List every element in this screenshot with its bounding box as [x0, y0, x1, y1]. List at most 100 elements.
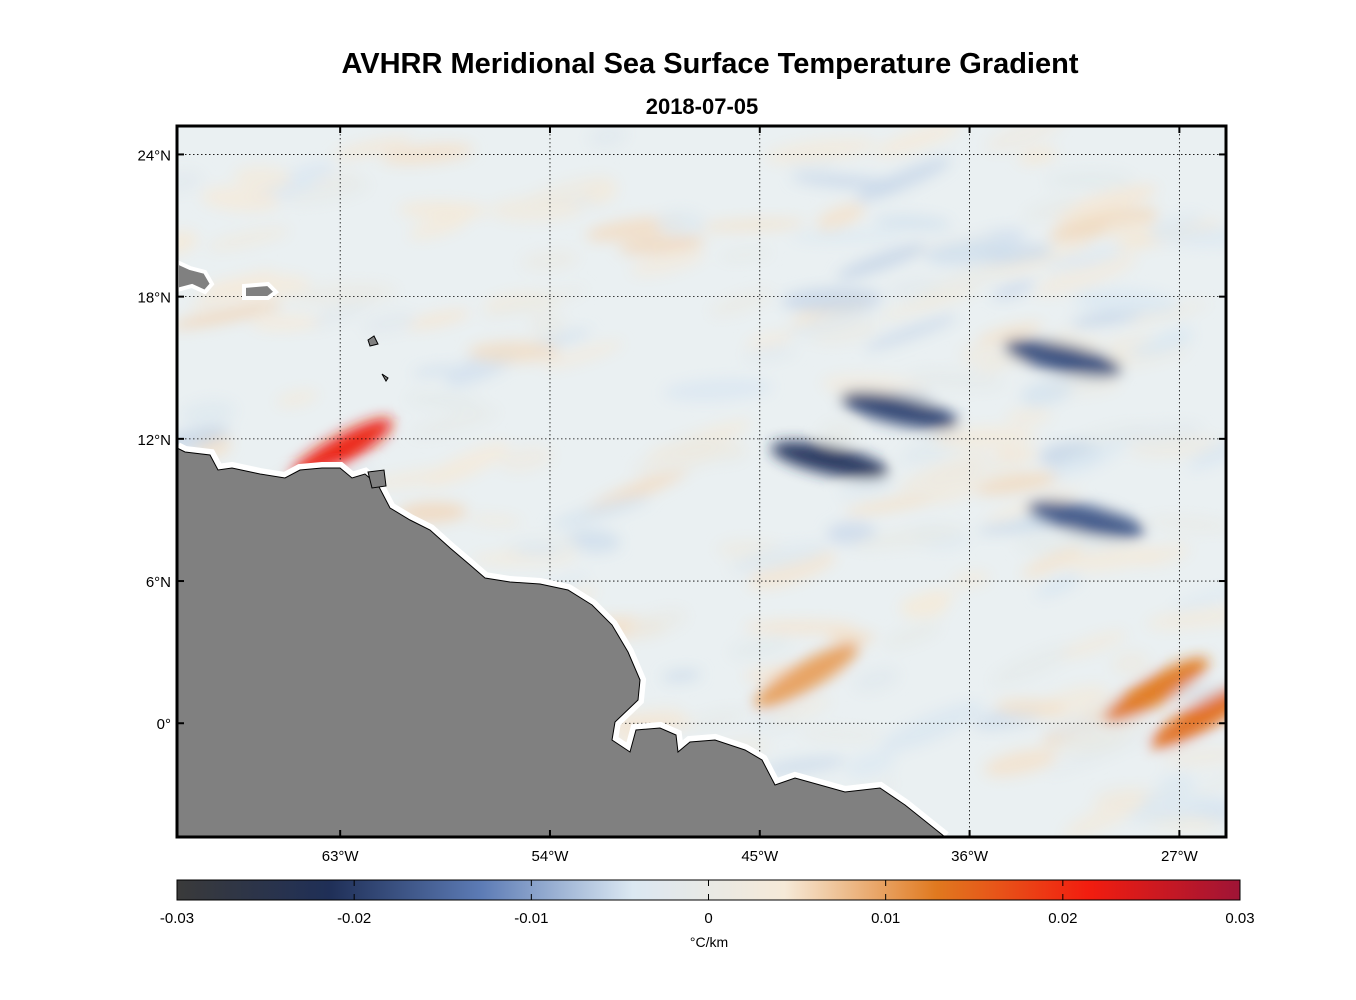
- gradient-texture-mark: [1163, 745, 1226, 769]
- gradient-texture-mark: [872, 214, 952, 232]
- x-tick-labels: 63°W 54°W 45°W 36°W 27°W: [322, 848, 1199, 865]
- gradient-texture-mark: [1187, 434, 1226, 470]
- gradient-texture-mark: [983, 748, 1059, 777]
- island-puerto-rico: [242, 281, 280, 300]
- gradient-texture-mark: [588, 126, 627, 149]
- gradient-texture-mark: [1035, 573, 1082, 598]
- y-tick-label: 0°: [157, 716, 171, 733]
- gradient-texture-mark: [815, 203, 865, 231]
- gradient-texture-mark: [1073, 288, 1180, 316]
- gradient-texture-mark: [845, 751, 895, 778]
- gradient-texture-mark: [781, 287, 884, 313]
- y-tick-label: 6°N: [146, 574, 171, 591]
- gradient-texture-mark: [397, 201, 488, 220]
- negative-gradient-feature: [840, 391, 959, 429]
- gradient-texture-mark: [201, 186, 281, 212]
- gradient-texture-mark: [467, 514, 522, 526]
- gradient-texture-mark: [743, 346, 797, 362]
- gradient-texture-mark: [498, 445, 553, 473]
- gradient-texture-mark: [924, 240, 1017, 266]
- island-trinidad: [367, 469, 387, 489]
- gradient-texture-mark: [1042, 717, 1102, 736]
- gradient-texture-mark: [985, 126, 1065, 152]
- gradient-texture-mark: [381, 143, 474, 165]
- gradient-texture-mark: [1062, 796, 1145, 837]
- gradient-texture-mark: [632, 451, 715, 476]
- gradient-texture-mark: [975, 471, 1063, 495]
- gradient-texture-mark: [748, 551, 836, 588]
- gradient-texture-mark: [528, 312, 566, 338]
- gradient-texture-mark: [177, 230, 198, 255]
- gradient-texture-mark: [773, 309, 878, 339]
- gradient-texture-mark: [1018, 148, 1058, 164]
- gradient-texture-mark: [467, 340, 561, 363]
- x-tick-label: 27°W: [1161, 848, 1199, 865]
- colorbar-tick-label: -0.03: [160, 910, 194, 927]
- gradient-texture-mark: [918, 257, 1018, 301]
- gradient-texture-mark: [408, 215, 468, 240]
- gradient-texture-mark: [932, 426, 1038, 448]
- land-south-america: [177, 447, 946, 837]
- gradient-texture-mark: [661, 669, 702, 682]
- colorbar-tick-label: 0: [704, 910, 712, 927]
- gradient-texture-mark: [790, 230, 904, 243]
- gradient-texture-mark: [798, 728, 883, 741]
- gradient-texture-mark: [791, 173, 900, 189]
- gradient-texture-mark: [629, 608, 688, 637]
- gradient-texture-mark: [522, 176, 613, 208]
- island-hispaniola: [177, 259, 215, 295]
- gradient-texture-mark: [1052, 184, 1158, 223]
- gradient-texture-mark: [1111, 651, 1150, 676]
- gradient-texture-mark: [920, 589, 958, 601]
- gradient-texture-mark: [630, 248, 706, 277]
- positive-gradient-feature: [1103, 657, 1209, 723]
- gradient-texture-mark: [877, 287, 979, 320]
- colorbar-tick-label: 0.01: [871, 910, 900, 927]
- gradient-texture-mark: [1024, 197, 1078, 223]
- gradient-texture-mark: [732, 542, 831, 573]
- gradient-texture-mark: [696, 219, 807, 231]
- gradient-texture-mark: [287, 179, 370, 205]
- gradient-texture-mark: [883, 622, 942, 648]
- gradient-texture-mark: [411, 408, 499, 438]
- gradient-texture-mark: [649, 444, 748, 458]
- gradient-texture-mark: [826, 630, 876, 645]
- gradient-texture-mark: [1146, 516, 1226, 532]
- gradient-texture-mark: [991, 280, 1035, 300]
- gradient-texture-mark: [179, 400, 236, 426]
- x-tick-label: 45°W: [741, 848, 779, 865]
- gradient-texture-mark: [688, 709, 746, 730]
- map-frame: [175, 124, 1228, 839]
- gradient-texture-mark: [761, 756, 847, 775]
- gradient-texture-mark: [362, 311, 417, 335]
- negative-gradient-feature: [1027, 500, 1145, 538]
- gradient-texture-mark: [960, 343, 1010, 370]
- chart-subtitle: 2018-07-05: [645, 94, 759, 119]
- y-tick-label: 18°N: [137, 290, 171, 307]
- gradient-texture-mark: [745, 331, 797, 348]
- gradient-texture-mark: [1150, 213, 1203, 231]
- gradient-texture-mark: [838, 480, 895, 498]
- gradient-texture-mark: [874, 126, 961, 157]
- positive-gradient-feature: [1150, 683, 1226, 749]
- gradient-texture-mark: [332, 137, 412, 159]
- gradient-texture-mark: [521, 249, 579, 272]
- gradient-texture-mark: [853, 667, 900, 692]
- island-antigua: [367, 335, 379, 347]
- x-tick-label: 63°W: [322, 848, 360, 865]
- gradient-texture-mark: [405, 392, 484, 410]
- gradient-texture-mark: [1021, 546, 1083, 578]
- gradient-texture-mark: [719, 248, 772, 261]
- x-tick-label: 36°W: [951, 848, 989, 865]
- chart-title: AVHRR Meridional Sea Surface Temperature…: [341, 48, 1079, 80]
- gradient-texture-mark: [906, 369, 1006, 391]
- gradient-texture-mark: [412, 364, 458, 378]
- colorbar-tick-label: 0.02: [1048, 910, 1077, 927]
- gradient-texture-mark: [404, 309, 471, 330]
- colorbar-tick-label: -0.02: [337, 910, 371, 927]
- colorbar-ticks: -0.03 -0.02 -0.01 0 0.01 0.02 0.03: [160, 880, 1255, 927]
- gradient-texture-mark: [177, 302, 284, 329]
- gradient-texture-mark: [541, 340, 624, 370]
- gradient-texture-mark: [819, 421, 857, 446]
